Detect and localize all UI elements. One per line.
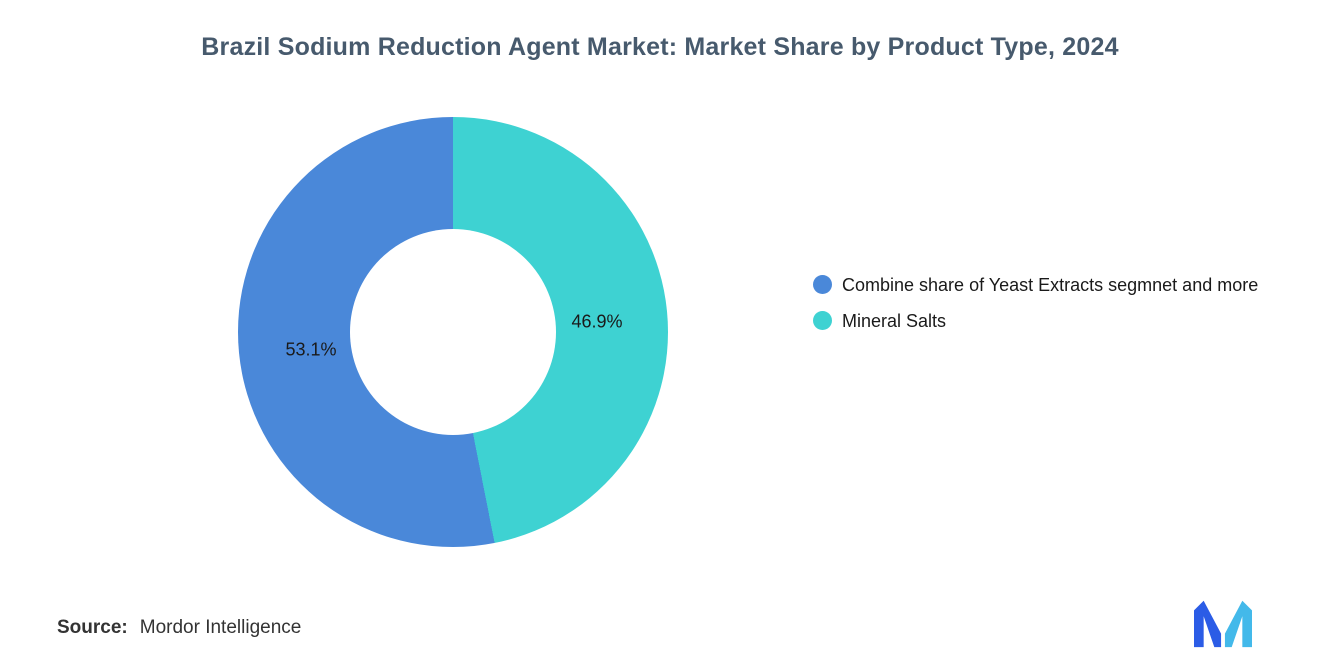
legend-item-yeast-extracts: Combine share of Yeast Extracts segmnet … bbox=[813, 271, 1273, 299]
source-value: Mordor Intelligence bbox=[139, 617, 302, 638]
slice-label-mineral-salts: 46.9% bbox=[571, 311, 623, 332]
donut-chart: 53.1% 46.9% bbox=[238, 117, 668, 547]
donut-hole bbox=[350, 229, 556, 435]
source-row: Source: Mordor Intelligence bbox=[57, 617, 301, 639]
mordor-intelligence-logo bbox=[1194, 600, 1252, 648]
logo-left-shape bbox=[1194, 600, 1222, 648]
source-label: Source: bbox=[57, 617, 128, 638]
legend-label: Mineral Salts bbox=[842, 311, 947, 331]
logo-right-shape bbox=[1224, 600, 1252, 648]
legend-swatch bbox=[813, 275, 832, 294]
legend-item-mineral-salts: Mineral Salts bbox=[813, 307, 1273, 335]
legend-label: Combine share of Yeast Extracts segmnet … bbox=[842, 275, 1259, 295]
legend-swatch bbox=[813, 311, 832, 330]
chart-title: Brazil Sodium Reduction Agent Market: Ma… bbox=[201, 33, 1119, 61]
chart-legend: Combine share of Yeast Extracts segmnet … bbox=[813, 271, 1273, 343]
slice-label-yeast-extracts: 53.1% bbox=[285, 339, 337, 360]
